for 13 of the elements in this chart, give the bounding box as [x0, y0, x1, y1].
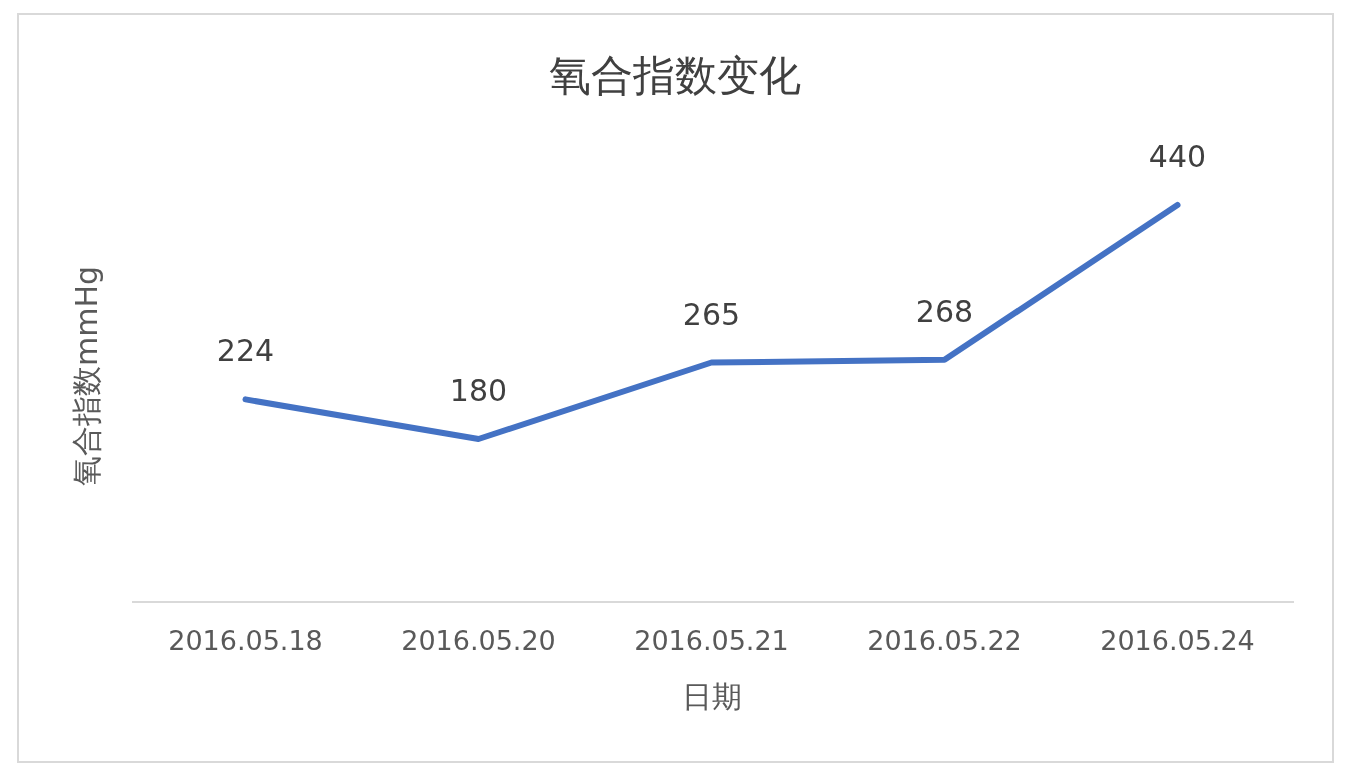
data-label: 224	[216, 333, 275, 369]
x-tick-label: 2016.05.24	[1100, 625, 1255, 656]
data-label: 268	[915, 293, 974, 329]
x-axis-title: 日期	[681, 679, 742, 714]
x-tick-label: 2016.05.22	[867, 625, 1022, 656]
x-tick-label: 2016.05.20	[401, 625, 556, 656]
data-label: 180	[449, 373, 508, 408]
y-axis-title: 氧合指数mmHg	[69, 265, 104, 487]
data-label: 440	[1148, 139, 1207, 174]
x-tick-label: 2016.05.21	[634, 625, 789, 656]
chart-title: 氧合指数变化	[549, 51, 801, 100]
x-tick-label: 2016.05.18	[168, 625, 323, 656]
data-label: 265	[682, 296, 741, 332]
